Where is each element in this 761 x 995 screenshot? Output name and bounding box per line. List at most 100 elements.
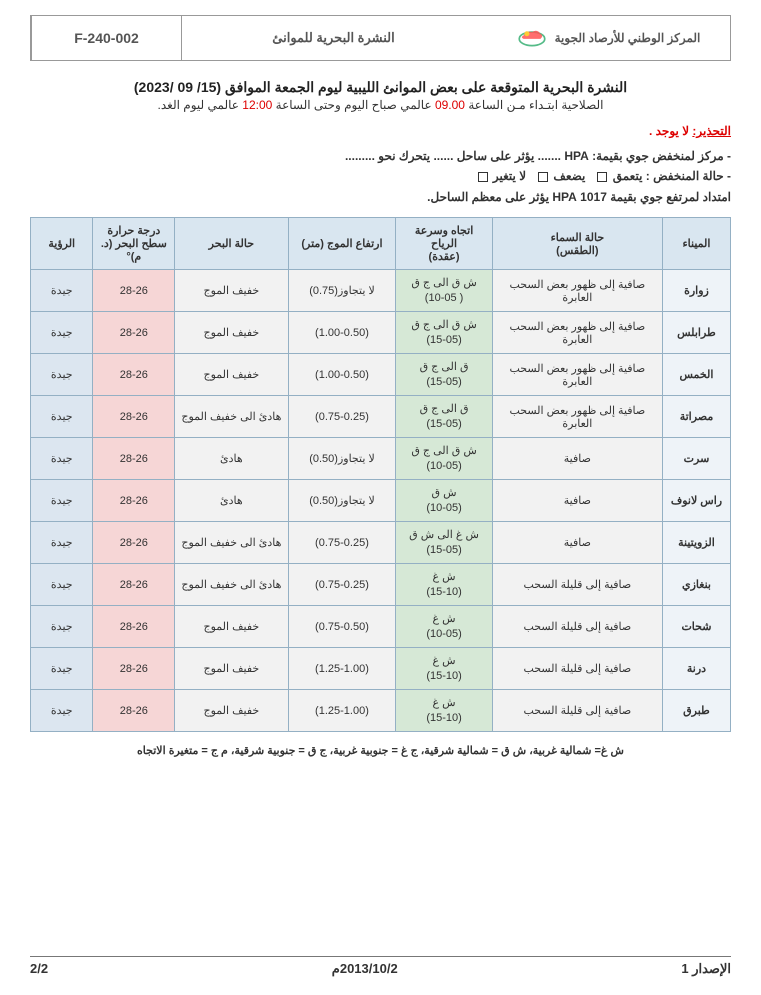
cell-wave: (1.00-0.50) xyxy=(288,312,396,354)
cell-wind: ش غ الى ش ق(15-05) xyxy=(396,522,492,564)
cell-temp: 28-26 xyxy=(93,648,175,690)
cell-wind: ق الى ج ق(15-05) xyxy=(396,396,492,438)
cell-sea: هادئ الى خفيف الموج xyxy=(175,396,288,438)
cell-sea: هادئ xyxy=(175,438,288,480)
cell-wind: ش ق الى ج ق( 10-05) xyxy=(396,270,492,312)
cell-vis: جيدة xyxy=(31,606,93,648)
checkbox-icon xyxy=(478,172,488,182)
sub-mid: عالمي صباح اليوم وحتى الساعة xyxy=(272,98,435,112)
cell-sea: خفيف الموج xyxy=(175,354,288,396)
cell-sky: صافية إلى ظهور بعض السحب العابرة xyxy=(492,270,662,312)
cell-wind: ش غ(10-05) xyxy=(396,606,492,648)
cell-wave: لا يتجاوز(0.75) xyxy=(288,270,396,312)
cell-wind: ق الى ج ق(15-05) xyxy=(396,354,492,396)
cell-port: طرابلس xyxy=(662,312,730,354)
cell-port: بنغازي xyxy=(662,564,730,606)
table-row: طرابلسصافية إلى ظهور بعض السحب العابرةش … xyxy=(31,312,731,354)
cell-port: سرت xyxy=(662,438,730,480)
cell-wave: (0.75-0.25) xyxy=(288,396,396,438)
cell-temp: 28-26 xyxy=(93,312,175,354)
table-row: مصراتةصافية إلى ظهور بعض السحب العابرةق … xyxy=(31,396,731,438)
page-footer: الإصدار 1 2013/10/2م 2/2 xyxy=(30,956,731,977)
cell-sea: هادئ xyxy=(175,480,288,522)
sub-t2: 12:00 xyxy=(242,98,272,112)
cell-vis: جيدة xyxy=(31,312,93,354)
cell-temp: 28-26 xyxy=(93,396,175,438)
cell-vis: جيدة xyxy=(31,438,93,480)
checkbox-icon xyxy=(538,172,548,182)
cell-vis: جيدة xyxy=(31,522,93,564)
cell-sky: صافية إلى قليلة السحب xyxy=(492,606,662,648)
table-row: الزويتينةصافيةش غ الى ش ق(15-05)(0.75-0.… xyxy=(31,522,731,564)
cell-sea: خفيف الموج xyxy=(175,606,288,648)
cell-wave: (1.00-0.50) xyxy=(288,354,396,396)
info-line1: - مركز لمنخفض جوي بقيمة: HPA ....... يؤث… xyxy=(30,146,731,166)
sub-post: عالمي ليوم الغد. xyxy=(158,98,243,112)
cell-port: الخمس xyxy=(662,354,730,396)
col-sea: حالة البحر xyxy=(175,218,288,270)
cell-sea: خفيف الموج xyxy=(175,648,288,690)
info-block: - مركز لمنخفض جوي بقيمة: HPA ....... يؤث… xyxy=(30,146,731,207)
col-wave: ارتفاع الموج (متر) xyxy=(288,218,396,270)
col-sky: حالة السماء(الطقس) xyxy=(492,218,662,270)
cell-wave: (0.75-0.50) xyxy=(288,606,396,648)
cell-sea: خفيف الموج xyxy=(175,690,288,732)
cell-sea: خفيف الموج xyxy=(175,270,288,312)
header-org-cell: المركز الوطني للأرصاد الجوية xyxy=(485,16,730,60)
title-block: النشرة البحرية المتوقعة على بعض الموانئ … xyxy=(30,79,731,112)
cell-wind: ش ق(10-05) xyxy=(396,480,492,522)
cell-vis: جيدة xyxy=(31,480,93,522)
cell-port: راس لانوف xyxy=(662,480,730,522)
main-title: النشرة البحرية المتوقعة على بعض الموانئ … xyxy=(30,79,731,96)
table-row: الخمسصافية إلى ظهور بعض السحب العابرةق ا… xyxy=(31,354,731,396)
info-l2-o2: يضعف xyxy=(553,169,585,183)
header-title-cell: النشرة البحرية للموانئ xyxy=(181,16,485,60)
table-header-row: الميناء حالة السماء(الطقس) اتجاه وسرعة ا… xyxy=(31,218,731,270)
col-temp: درجة حرارة سطح البحر (د. م)° xyxy=(93,218,175,270)
logo-icon xyxy=(515,23,549,53)
org-name: المركز الوطني للأرصاد الجوية xyxy=(555,31,701,45)
table-row: شحاتصافية إلى قليلة السحبش غ(10-05)(0.75… xyxy=(31,606,731,648)
col-vis: الرؤية xyxy=(31,218,93,270)
cell-port: الزويتينة xyxy=(662,522,730,564)
sub-t1: 09.00 xyxy=(435,98,465,112)
cell-sky: صافية xyxy=(492,480,662,522)
cell-sky: صافية xyxy=(492,522,662,564)
cell-sea: هادئ الى خفيف الموج xyxy=(175,564,288,606)
cell-vis: جيدة xyxy=(31,648,93,690)
cell-temp: 28-26 xyxy=(93,690,175,732)
warning-label: التحذير: xyxy=(692,124,731,138)
doc-code: F-240-002 xyxy=(74,30,139,46)
cell-wind: ش غ(15-10) xyxy=(396,564,492,606)
cell-wave: (0.75-0.25) xyxy=(288,522,396,564)
cell-port: طبرق xyxy=(662,690,730,732)
cell-sky: صافية إلى ظهور بعض السحب العابرة xyxy=(492,354,662,396)
info-l2-o3: لا يتغير xyxy=(493,169,526,183)
cell-vis: جيدة xyxy=(31,564,93,606)
forecast-table: الميناء حالة السماء(الطقس) اتجاه وسرعة ا… xyxy=(30,217,731,732)
cell-wind: ش ق الى ج ق(10-05) xyxy=(396,438,492,480)
footer-page: 2/2 xyxy=(30,961,48,977)
cell-wave: (0.75-0.25) xyxy=(288,564,396,606)
info-l1-pre: - مركز لمنخفض جوي بقيمة: xyxy=(589,149,731,163)
doc-title: النشرة البحرية للموانئ xyxy=(272,30,395,46)
header-code-cell: F-240-002 xyxy=(31,16,181,60)
table-row: راس لانوفصافيةش ق(10-05)لا يتجاوز(0.50)ه… xyxy=(31,480,731,522)
cell-wind: ش غ(15-10) xyxy=(396,690,492,732)
cell-sea: هادئ الى خفيف الموج xyxy=(175,522,288,564)
cell-vis: جيدة xyxy=(31,396,93,438)
info-l1-mid: ....... يؤثر على ساحل ...... يتحرك نحو .… xyxy=(345,149,561,163)
cell-temp: 28-26 xyxy=(93,438,175,480)
cell-wave: (1.25-1.00) xyxy=(288,648,396,690)
table-row: طبرقصافية إلى قليلة السحبش غ(15-10)(1.25… xyxy=(31,690,731,732)
cell-port: زوارة xyxy=(662,270,730,312)
cell-vis: جيدة xyxy=(31,270,93,312)
cell-vis: جيدة xyxy=(31,354,93,396)
info-line3: امتداد لمرتفع جوي بقيمة 1017 HPA يؤثر عل… xyxy=(30,187,731,207)
checkbox-icon xyxy=(597,172,607,182)
cell-temp: 28-26 xyxy=(93,270,175,312)
cell-temp: 28-26 xyxy=(93,522,175,564)
cell-temp: 28-26 xyxy=(93,564,175,606)
cell-sky: صافية إلى قليلة السحب xyxy=(492,648,662,690)
sub-title: الصلاحية ابتـداء مـن الساعة 09.00 عالمي … xyxy=(30,98,731,112)
